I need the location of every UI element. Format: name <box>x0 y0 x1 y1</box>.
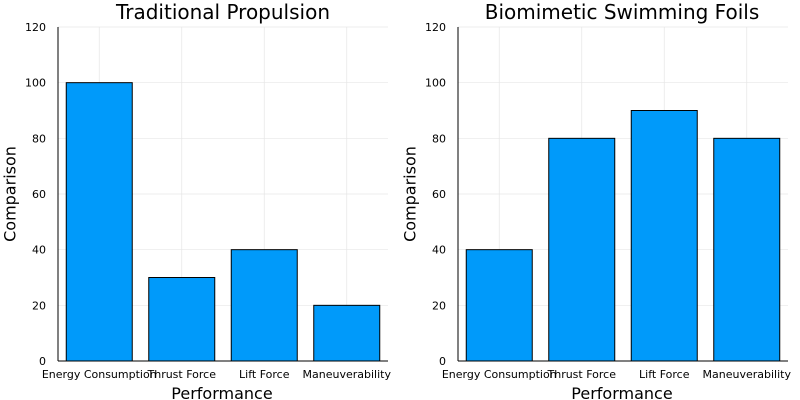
bar-energy-consumption <box>465 249 533 362</box>
x-tick-label: Thrust Force <box>547 368 617 381</box>
y-tick-label: 60 <box>32 188 46 201</box>
y-tick-label: 20 <box>32 299 46 312</box>
y-tick-label: 120 <box>25 21 46 34</box>
y-tick-label: 0 <box>439 355 446 368</box>
y-tick-label: 0 <box>39 355 46 368</box>
x-tick-label: Lift Force <box>239 368 290 381</box>
bar-maneuverability <box>313 304 381 362</box>
bar-thrust-force <box>548 137 616 362</box>
x-tick-label: Thrust Force <box>147 368 217 381</box>
y-tick-label: 80 <box>432 132 446 145</box>
x-tick-label: Maneuverability <box>703 368 792 381</box>
y-tick-label: 20 <box>432 299 446 312</box>
chart-biomimetic-swimming-foils: 0 20 40 60 80 100 120 Energy ConsumptionThrust … <box>401 0 792 400</box>
y-tick-label: 100 <box>425 77 446 90</box>
bar-lift-force <box>230 249 298 362</box>
x-axis-label: Performance <box>571 384 672 400</box>
y-tick-label: 40 <box>32 244 46 257</box>
chart-title: Traditional Propulsion <box>115 0 330 24</box>
bar-energy-consumption <box>65 82 133 362</box>
chart-traditional-propulsion: 0 20 40 60 80 100 120 Energy ConsumptionThrust … <box>1 0 392 400</box>
y-tick-label: 80 <box>32 132 46 145</box>
y-tick-label: 120 <box>425 21 446 34</box>
x-tick-label: Energy Consumption <box>442 368 557 381</box>
bar-thrust-force <box>148 277 216 362</box>
bar-maneuverability <box>713 137 781 362</box>
x-tick-label: Energy Consumption <box>42 368 157 381</box>
y-tick-label: 60 <box>432 188 446 201</box>
bar-lift-force <box>630 110 698 362</box>
x-tick-label: Maneuverability <box>303 368 392 381</box>
chart-title: Biomimetic Swimming Foils <box>485 0 760 24</box>
y-axis-label: Comparison <box>1 146 20 242</box>
y-tick-label: 100 <box>25 77 46 90</box>
y-tick-label: 40 <box>432 244 446 257</box>
y-axis-label: Comparison <box>401 146 420 242</box>
x-tick-label: Lift Force <box>639 368 690 381</box>
x-axis-label: Performance <box>171 384 272 400</box>
